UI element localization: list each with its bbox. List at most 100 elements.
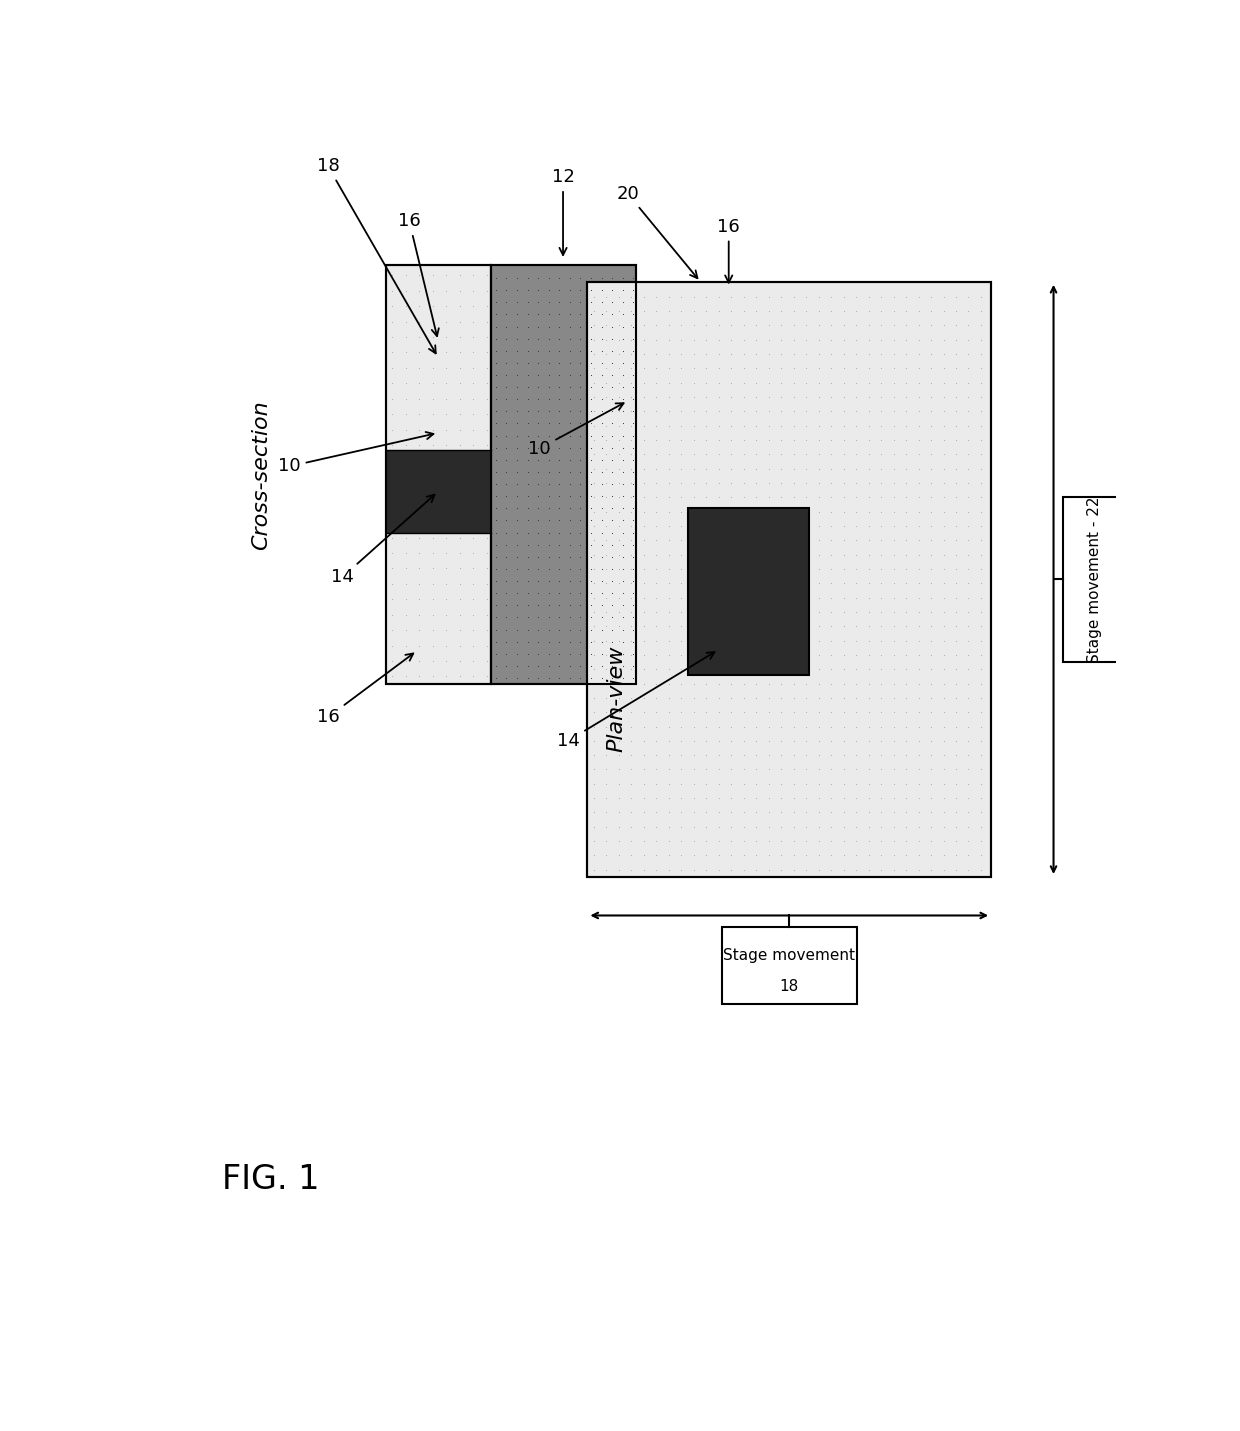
- Point: [486, 461, 506, 484]
- Text: Plan-view: Plan-view: [606, 645, 626, 751]
- Point: [821, 844, 841, 867]
- Point: [621, 371, 641, 394]
- Point: [591, 582, 611, 605]
- Point: [464, 465, 484, 488]
- Point: [613, 290, 632, 313]
- Point: [621, 716, 641, 738]
- Point: [539, 279, 559, 302]
- Point: [909, 630, 929, 653]
- Point: [634, 601, 653, 624]
- Point: [959, 529, 978, 552]
- Point: [409, 604, 429, 627]
- Point: [436, 495, 456, 518]
- Point: [946, 673, 966, 695]
- Point: [409, 588, 429, 611]
- Point: [858, 399, 878, 422]
- Point: [517, 630, 537, 653]
- Point: [582, 667, 601, 690]
- Point: [971, 385, 991, 408]
- Point: [696, 458, 715, 481]
- Point: [596, 644, 616, 667]
- Point: [872, 458, 892, 481]
- Point: [946, 414, 966, 436]
- Point: [560, 303, 580, 326]
- Point: [464, 341, 484, 363]
- Point: [734, 716, 754, 738]
- Point: [634, 444, 653, 467]
- Point: [759, 701, 779, 724]
- Point: [959, 428, 978, 451]
- Point: [796, 730, 816, 753]
- Point: [808, 730, 828, 753]
- Point: [486, 472, 506, 495]
- Point: [423, 604, 443, 627]
- Point: [872, 501, 892, 524]
- Point: [624, 424, 644, 446]
- Point: [959, 342, 978, 365]
- Point: [596, 673, 616, 695]
- Bar: [386, 265, 491, 684]
- Point: [517, 461, 537, 484]
- Point: [709, 630, 729, 653]
- Point: [476, 325, 496, 348]
- Bar: [688, 508, 810, 674]
- Point: [584, 859, 604, 881]
- Point: [486, 436, 506, 459]
- Point: [591, 328, 611, 351]
- Point: [808, 844, 828, 867]
- Point: [833, 844, 853, 867]
- Point: [759, 615, 779, 638]
- Point: [946, 299, 966, 322]
- Point: [946, 687, 966, 710]
- Point: [382, 541, 402, 564]
- Point: [603, 654, 622, 677]
- Point: [858, 342, 878, 365]
- Point: [624, 388, 644, 411]
- Text: 18: 18: [316, 157, 435, 353]
- Point: [884, 730, 904, 753]
- Point: [613, 558, 632, 581]
- Point: [496, 363, 516, 386]
- Point: [671, 701, 691, 724]
- Point: [560, 545, 580, 568]
- Point: [921, 501, 941, 524]
- Point: [658, 830, 678, 853]
- Point: [450, 388, 470, 411]
- Point: [759, 744, 779, 767]
- Point: [897, 529, 916, 552]
- Point: [476, 527, 496, 550]
- Point: [971, 601, 991, 624]
- Point: [709, 773, 729, 796]
- Point: [634, 758, 653, 781]
- Point: [528, 594, 548, 617]
- Point: [671, 529, 691, 552]
- Point: [771, 701, 791, 724]
- Point: [464, 325, 484, 348]
- Point: [671, 572, 691, 595]
- Point: [464, 311, 484, 333]
- Point: [959, 801, 978, 824]
- Point: [517, 472, 537, 495]
- Point: [496, 315, 516, 338]
- Point: [609, 644, 629, 667]
- Point: [897, 601, 916, 624]
- Point: [646, 716, 666, 738]
- Point: [582, 497, 601, 519]
- Point: [784, 285, 804, 308]
- Point: [921, 558, 941, 581]
- Point: [858, 313, 878, 336]
- Point: [658, 414, 678, 436]
- Point: [709, 758, 729, 781]
- Point: [496, 424, 516, 446]
- Point: [909, 356, 929, 379]
- Point: [560, 339, 580, 362]
- Point: [946, 716, 966, 738]
- Point: [609, 472, 629, 495]
- Point: [591, 630, 611, 653]
- Point: [436, 449, 456, 472]
- Point: [872, 744, 892, 767]
- Point: [409, 311, 429, 333]
- Point: [539, 436, 559, 459]
- Point: [934, 414, 954, 436]
- Point: [584, 572, 604, 595]
